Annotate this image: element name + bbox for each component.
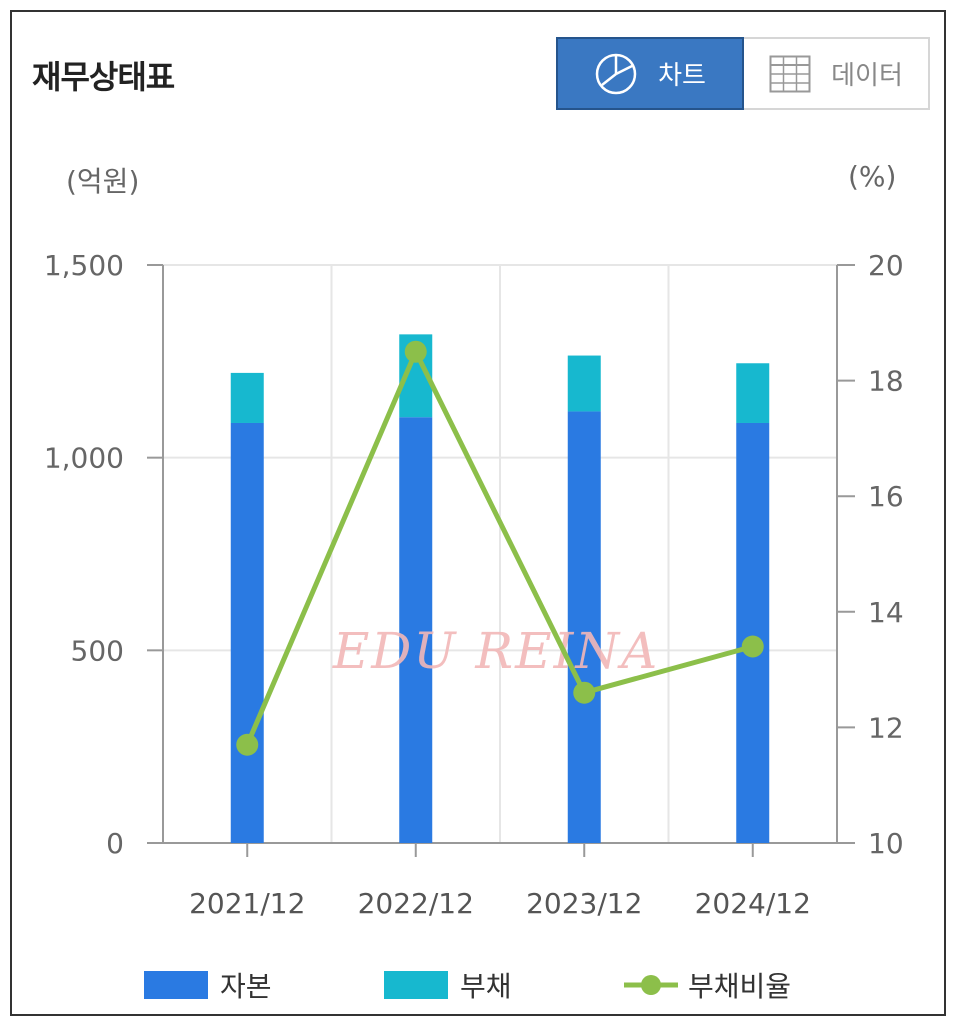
left-tick-label: 1,500 [44, 249, 124, 282]
x-tick-label: 2023/12 [526, 887, 642, 920]
ratio-point [741, 635, 764, 658]
bar-equity [230, 422, 264, 843]
ratio-line [244, 349, 754, 746]
right-tick-label: 12 [868, 711, 904, 744]
legend-swatch-debt [384, 971, 448, 999]
bar-equity [736, 422, 770, 843]
legend-label-debt: 부채 [460, 970, 512, 1003]
left-tick-label: 1,000 [44, 442, 124, 475]
ratio-point [236, 733, 259, 756]
ratio-point [573, 681, 596, 704]
bar-debt [230, 372, 264, 423]
ratio-point [404, 340, 427, 363]
left-axis-unit: (억원) [66, 165, 140, 198]
bar-equity [399, 417, 433, 843]
left-tick-label: 0 [106, 827, 124, 860]
legend-item-equity[interactable]: 자본 [144, 965, 272, 1005]
watermark-text: EDU REINA [332, 622, 659, 680]
legend-item-ratio[interactable]: 부채비율 [622, 965, 791, 1005]
legend-item-debt[interactable]: 부채 [384, 965, 512, 1005]
pie-chart-icon [595, 53, 637, 94]
right-tick-label: 10 [868, 827, 904, 860]
legend-label-equity: 자본 [220, 970, 272, 1003]
right-axis-unit: (%) [848, 160, 897, 193]
legend-label-ratio: 부채비율 [688, 970, 792, 1003]
right-tick-label: 14 [868, 596, 904, 629]
legend-swatch-ratio [624, 975, 678, 995]
x-tick-label: 2021/12 [189, 887, 305, 920]
right-tick-label: 16 [868, 480, 904, 513]
chart-view-label: 차트 [658, 61, 706, 91]
bar-debt [567, 355, 601, 412]
left-tick-label: 500 [71, 634, 124, 667]
x-tick-label: 2024/12 [695, 887, 811, 920]
x-tick-label: 2022/12 [358, 887, 474, 920]
chart-view-button[interactable]: 차트 [556, 37, 744, 110]
data-view-button[interactable]: 데이터 [744, 39, 928, 108]
bar-equity [567, 411, 601, 843]
data-view-label: 데이터 [831, 61, 903, 91]
chart-panel [10, 10, 946, 1016]
bar-debt [736, 363, 770, 423]
right-tick-label: 20 [868, 249, 904, 282]
legend-swatch-equity [144, 971, 208, 999]
right-tick-label: 18 [868, 365, 904, 398]
table-icon [769, 55, 811, 92]
page-title: 재무상태표 [32, 58, 175, 96]
